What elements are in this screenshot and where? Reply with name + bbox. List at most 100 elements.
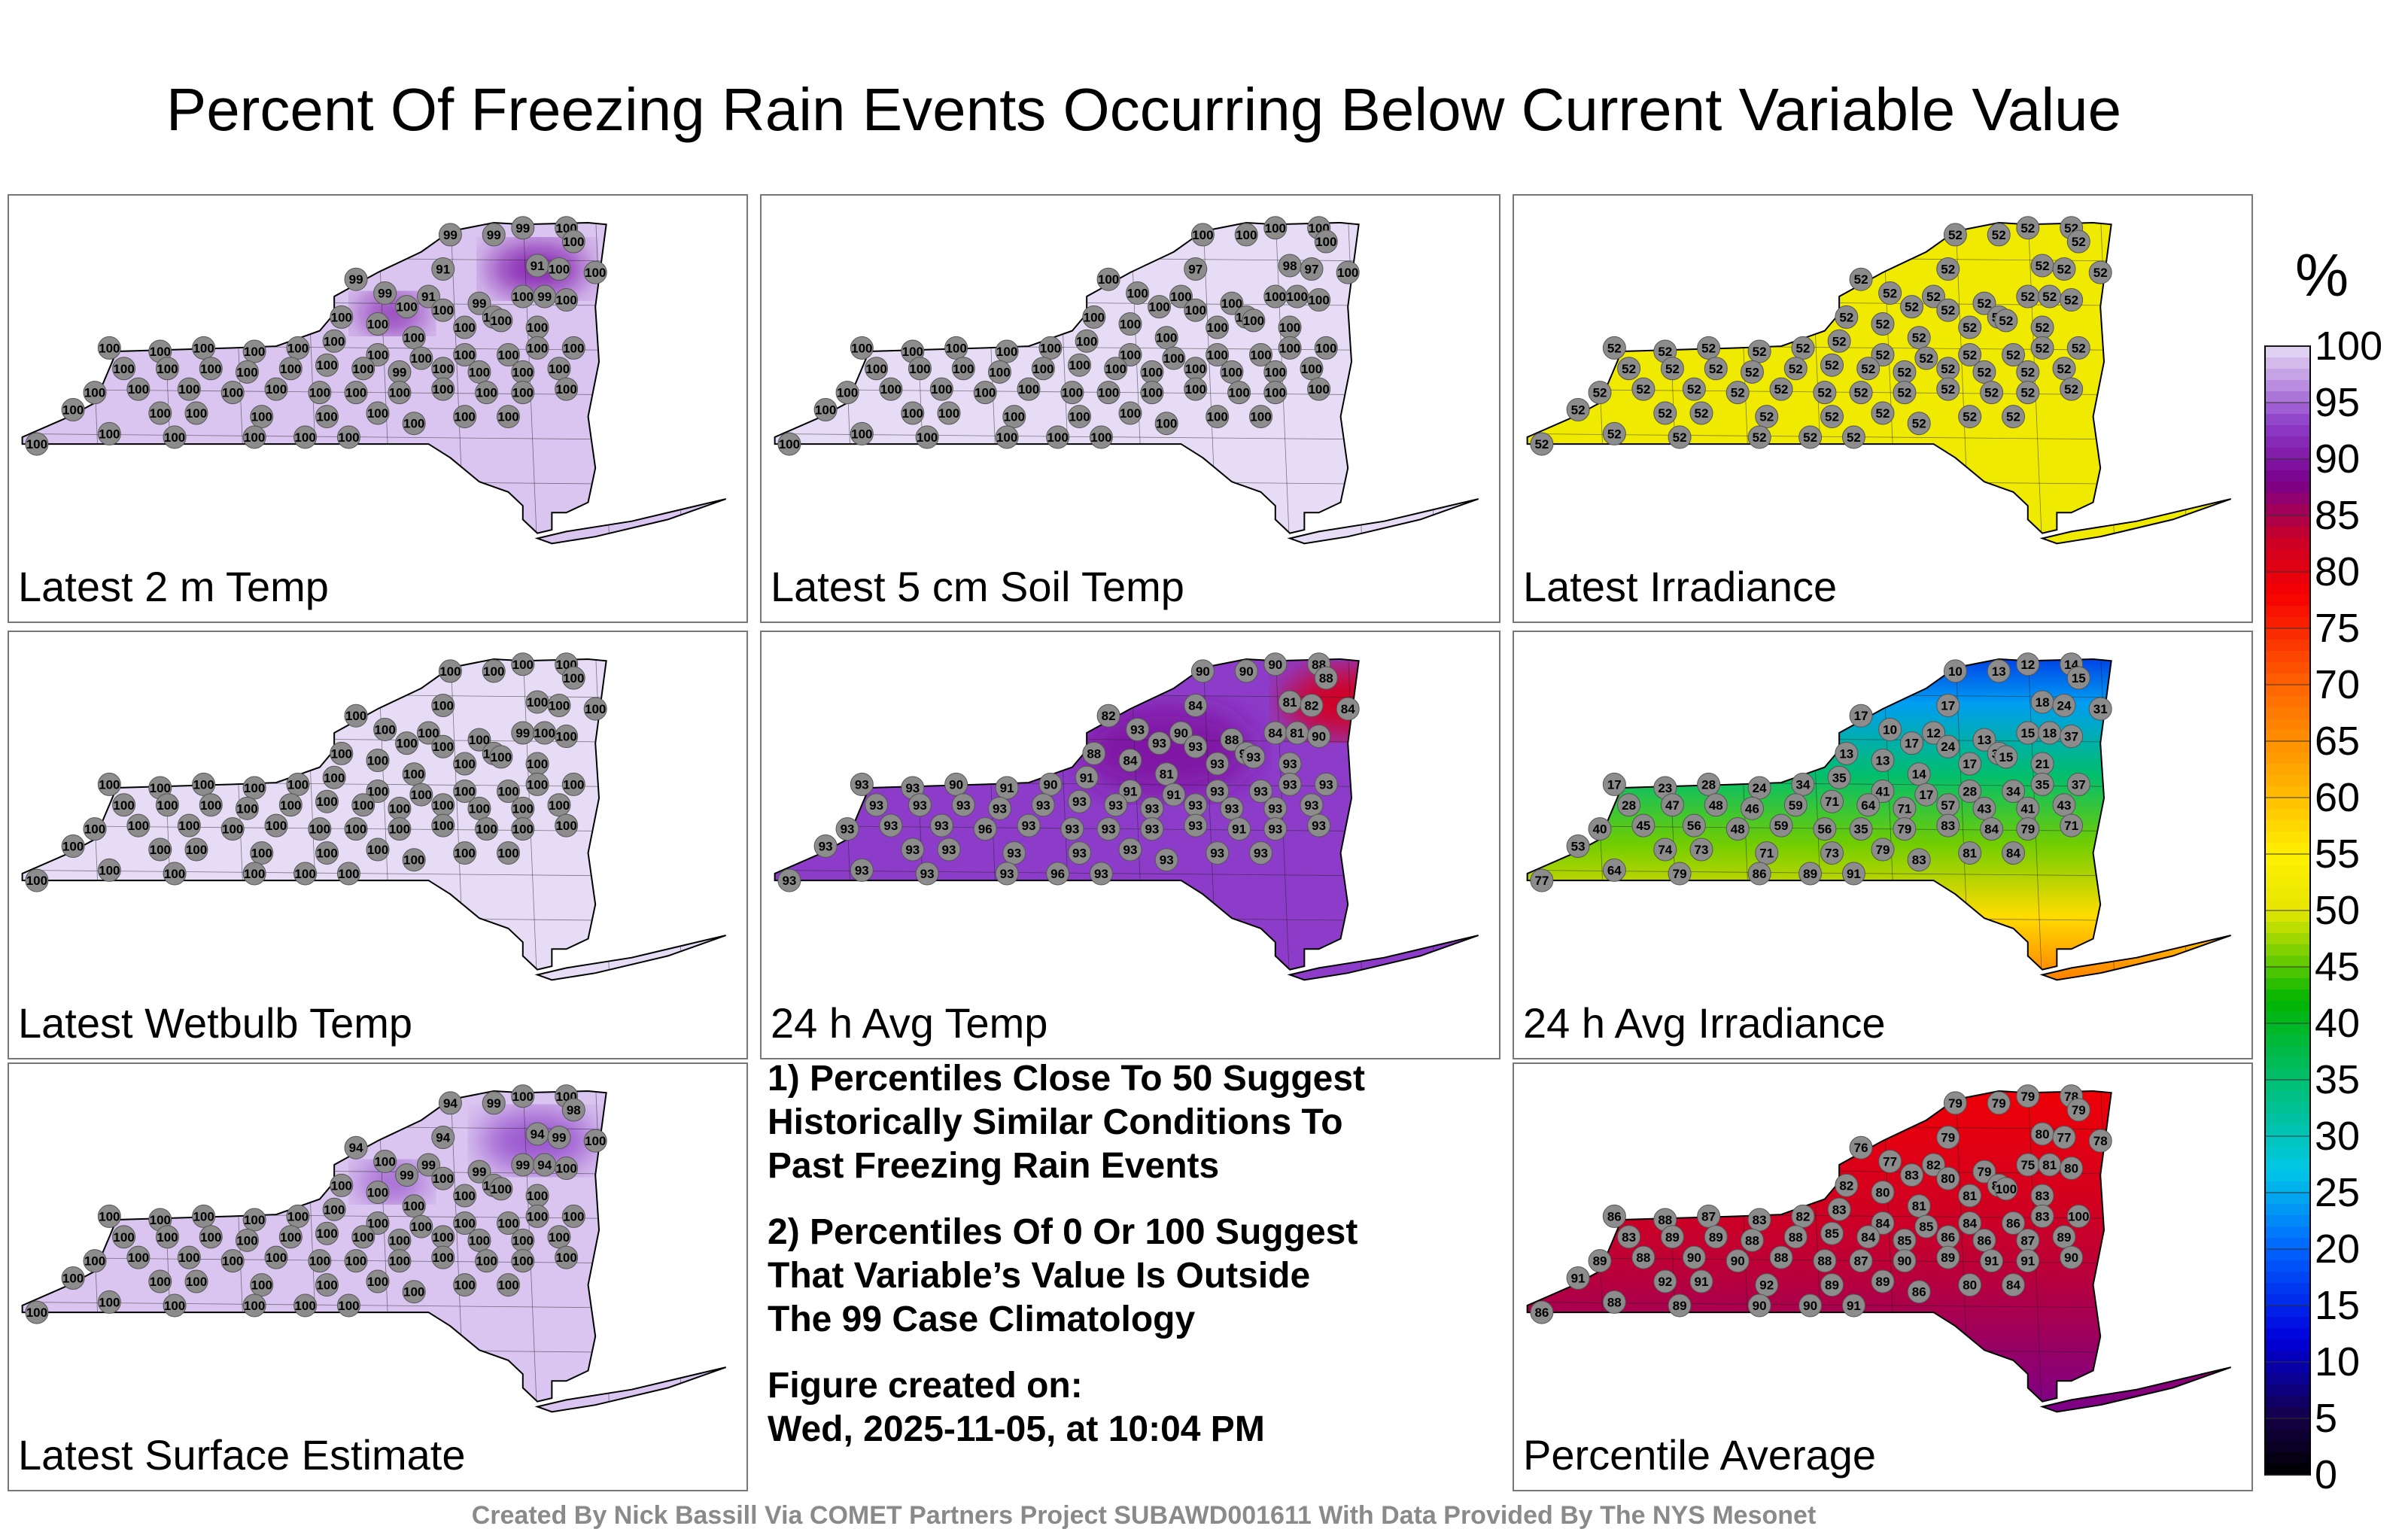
- station-marker: 93: [1148, 731, 1172, 755]
- station-value: 100: [497, 1217, 518, 1231]
- station-dot: [1841, 1293, 1865, 1318]
- station-dot: [1184, 257, 1208, 281]
- colorbar-segment: [2265, 1204, 2310, 1216]
- station-value: 87: [2020, 1233, 2035, 1248]
- station-marker: 52: [1994, 309, 2018, 333]
- station-dot: [2060, 813, 2084, 837]
- station-marker: 100: [1031, 357, 1055, 381]
- long-island-outline: [534, 1366, 727, 1413]
- station-value: 100: [974, 386, 996, 400]
- colorbar-segment: [2265, 380, 2310, 392]
- station-marker: 77: [1878, 1149, 1902, 1173]
- station-dot: [583, 697, 607, 721]
- station-dot: [192, 1204, 216, 1228]
- station-value: 83: [2036, 1209, 2050, 1223]
- station-value: 52: [1534, 437, 1549, 451]
- station-value: 52: [2072, 341, 2086, 355]
- station-marker: 93: [1300, 793, 1324, 817]
- station-marker: 100: [1046, 425, 1070, 449]
- station-dot: [1849, 1135, 1873, 1160]
- station-dot: [1841, 862, 1865, 886]
- station-marker: 89: [1936, 1245, 1960, 1269]
- station-value: 100: [476, 386, 497, 400]
- station-marker: 100: [83, 381, 107, 405]
- station-value: 80: [1941, 1172, 1955, 1186]
- station-value: 93: [1254, 847, 1268, 861]
- station-dot: [1900, 295, 1924, 319]
- station-value: 52: [1622, 362, 1636, 376]
- station-dot: [1958, 343, 1982, 367]
- station-dot: [1783, 793, 1808, 817]
- station-marker: 52: [1856, 357, 1880, 381]
- station-dot: [2088, 1129, 2112, 1153]
- station-marker: 99: [388, 360, 412, 384]
- station-value: 81: [2042, 1158, 2057, 1172]
- station-marker: 81: [1278, 690, 1302, 714]
- station-marker: 100: [555, 1245, 579, 1269]
- station-marker: 52: [1893, 360, 1917, 384]
- station-value: 52: [2042, 290, 2057, 304]
- station-value: 100: [389, 801, 410, 816]
- map-panel-irradiance: 52 52 52 52 52 52 52 52 52 52 52 52 52 52 52 52 52 52 52 52…: [1513, 194, 2253, 623]
- station-value: 43: [1977, 801, 1991, 816]
- station-value: 94: [443, 1096, 458, 1111]
- station-marker: 100: [431, 1225, 455, 1249]
- panel-label: Latest 2 m Temp: [18, 563, 329, 610]
- station-dot: [242, 339, 266, 363]
- station-value: 100: [865, 362, 886, 376]
- state-outline: [1526, 221, 2112, 534]
- station-dot: [1791, 336, 1815, 360]
- station-marker: 81: [1958, 1184, 1982, 1208]
- station-value: 52: [1817, 386, 1832, 400]
- station-value: 100: [491, 750, 512, 764]
- station-dot: [2002, 841, 2026, 865]
- station-marker: 100: [308, 1249, 332, 1273]
- station-marker: 93: [937, 837, 961, 862]
- station-dot: [322, 765, 346, 789]
- station-marker: 100: [915, 425, 939, 449]
- station-dot: [373, 717, 397, 741]
- station-marker: 93: [1068, 789, 1092, 813]
- station-dot: [1769, 1245, 1793, 1269]
- station-marker: 100: [1234, 223, 1258, 247]
- station-dot: [511, 817, 535, 841]
- station-dot: [1169, 284, 1193, 309]
- station-value: 52: [1825, 358, 1839, 372]
- station-marker: 88: [1740, 1228, 1764, 1252]
- colorbar-segment: [2265, 1102, 2310, 1114]
- station-marker: 52: [1987, 223, 2011, 247]
- station-marker: 13: [1972, 728, 1996, 752]
- station-value: 100: [324, 334, 345, 348]
- station-marker: 92: [1755, 1273, 1779, 1297]
- colorbar-segment: [2265, 504, 2310, 516]
- station-value: 46: [1745, 801, 1759, 816]
- station-value: 100: [1206, 348, 1227, 363]
- station-value: 100: [99, 341, 120, 355]
- station-dot: [1126, 281, 1150, 305]
- station-value: 80: [1876, 1185, 1890, 1199]
- station-marker: 100: [555, 1157, 579, 1181]
- station-dot: [242, 1208, 266, 1232]
- station-value: 79: [1673, 867, 1687, 881]
- station-value: 71: [2064, 819, 2078, 833]
- station-value: 41: [1876, 785, 1890, 799]
- station-marker: 100: [148, 401, 172, 425]
- station-value: 52: [1919, 351, 1933, 366]
- station-value: 100: [1236, 228, 1257, 242]
- station-dot: [250, 841, 274, 865]
- station-dot: [1096, 267, 1120, 291]
- station-value: 89: [2057, 1230, 2072, 1245]
- station-dot: [330, 305, 354, 329]
- station-dot: [525, 336, 549, 360]
- station-marker: 52: [1769, 377, 1793, 401]
- station-dot: [1871, 780, 1895, 804]
- station-marker: 48: [1725, 817, 1750, 841]
- station-marker: 100: [561, 229, 585, 254]
- station-marker: 100: [431, 377, 455, 401]
- station-marker: 100: [850, 336, 874, 360]
- station-dot: [1154, 762, 1178, 786]
- station-value: 89: [1876, 1275, 1890, 1289]
- station-dot: [112, 357, 136, 381]
- colorbar-tick-label: 5: [2315, 1396, 2337, 1441]
- station-marker: 100: [533, 721, 557, 745]
